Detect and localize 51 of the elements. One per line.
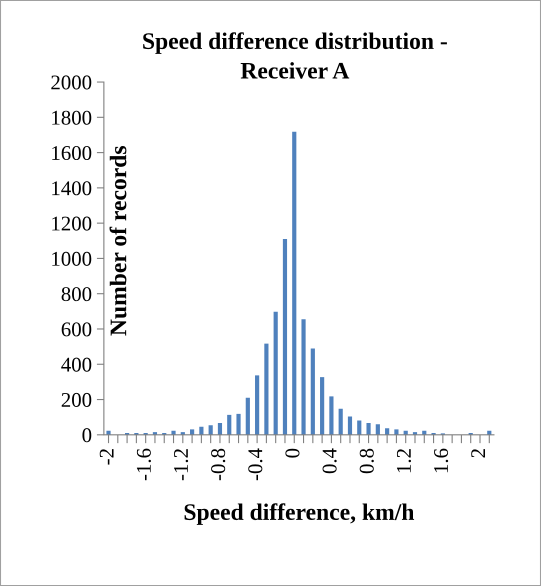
x-tick-label: -1.6 [136, 448, 151, 480]
bar [282, 239, 288, 435]
x-tick-label: -1.2 [174, 449, 188, 480]
x-tick-label: 0.4 [322, 448, 337, 474]
bar [208, 425, 213, 435]
x-tick-label: 1.6 [434, 448, 448, 472]
bar [236, 414, 241, 435]
x-tick-label: 0 [285, 448, 300, 458]
bar [274, 312, 278, 435]
y-tick-label: 0 [82, 428, 92, 442]
bar [152, 432, 158, 435]
y-tick-label: 600 [62, 322, 92, 336]
bar [338, 408, 343, 435]
bar [366, 422, 371, 435]
x-tick-label: 1.2 [396, 449, 412, 472]
bar [255, 375, 260, 435]
bar [487, 430, 492, 435]
x-tick-label: 0.8 [360, 448, 374, 474]
y-tick-label: 400 [61, 358, 92, 372]
y-tick-label: 1200 [52, 216, 92, 231]
bar [264, 344, 268, 435]
x-axis-title: Speed difference, km/h [184, 503, 414, 525]
x-tick-label: -2 [100, 449, 114, 465]
bar [246, 398, 250, 435]
y-tick-label: 2000 [51, 75, 92, 90]
y-tick-label: 1600 [52, 146, 92, 160]
bar [422, 430, 426, 435]
bar [348, 416, 352, 435]
bar [227, 414, 232, 435]
bar [329, 396, 334, 435]
x-tick-label: -0.8 [211, 448, 226, 480]
bar [412, 432, 418, 435]
chart-title: Speed difference distribution - Receiver A [143, 32, 447, 79]
x-tick-label: 2 [471, 449, 486, 458]
bar [404, 430, 408, 435]
bar [301, 319, 306, 435]
bar [310, 348, 315, 435]
bar [218, 422, 222, 435]
y-tick-label: 800 [62, 287, 92, 302]
y-tick-label: 1000 [52, 252, 92, 266]
y-tick-label: 200 [62, 392, 92, 407]
bar [180, 432, 185, 435]
bar [292, 132, 296, 435]
y-tick-label: 1800 [52, 110, 92, 125]
x-tick-label: -0.4 [248, 448, 262, 480]
y-tick-label: 1400 [52, 181, 92, 196]
bar [357, 420, 362, 435]
y-axis-title: Number of records [110, 146, 126, 336]
bar [376, 424, 380, 435]
bar [320, 377, 324, 435]
bar [199, 426, 204, 435]
